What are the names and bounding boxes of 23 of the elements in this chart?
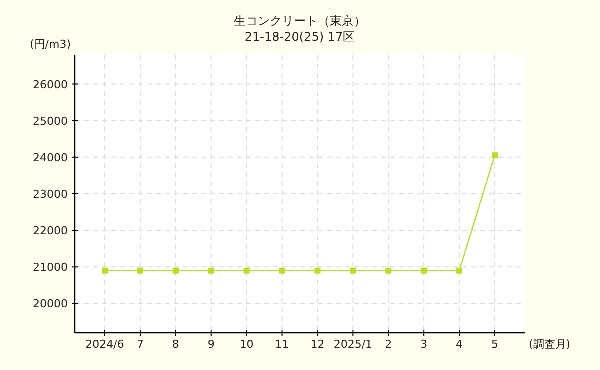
ytick: 26000 — [33, 78, 68, 92]
title: 生コンクリート（東京） — [234, 14, 366, 28]
xlabel: (調査月) — [529, 338, 571, 351]
xtick: 12 — [310, 338, 325, 351]
ytick: 24000 — [33, 151, 68, 164]
ytick: 23000 — [33, 188, 68, 201]
xtick: 3 — [420, 338, 428, 351]
ylabel: (円/m3) — [30, 38, 72, 51]
xtick: 7 — [136, 338, 144, 351]
ytick: 21000 — [33, 261, 68, 274]
xtick: 9 — [208, 338, 215, 351]
ytick: 22000 — [33, 224, 68, 238]
ytick: 25000 — [33, 114, 68, 128]
xtick: 2 — [385, 338, 392, 351]
xtick: 8 — [172, 338, 180, 351]
xtick: 11 — [275, 338, 290, 351]
xtick: 5 — [492, 338, 498, 351]
xtick: 4 — [456, 338, 464, 351]
xtick: 10 — [240, 338, 254, 351]
xtick: 2025/1 — [334, 338, 373, 351]
ytick: 20000 — [33, 298, 68, 311]
subtitle: 21-18-20(25) 17区 — [244, 30, 356, 44]
xtick: 2024/6 — [86, 338, 124, 351]
